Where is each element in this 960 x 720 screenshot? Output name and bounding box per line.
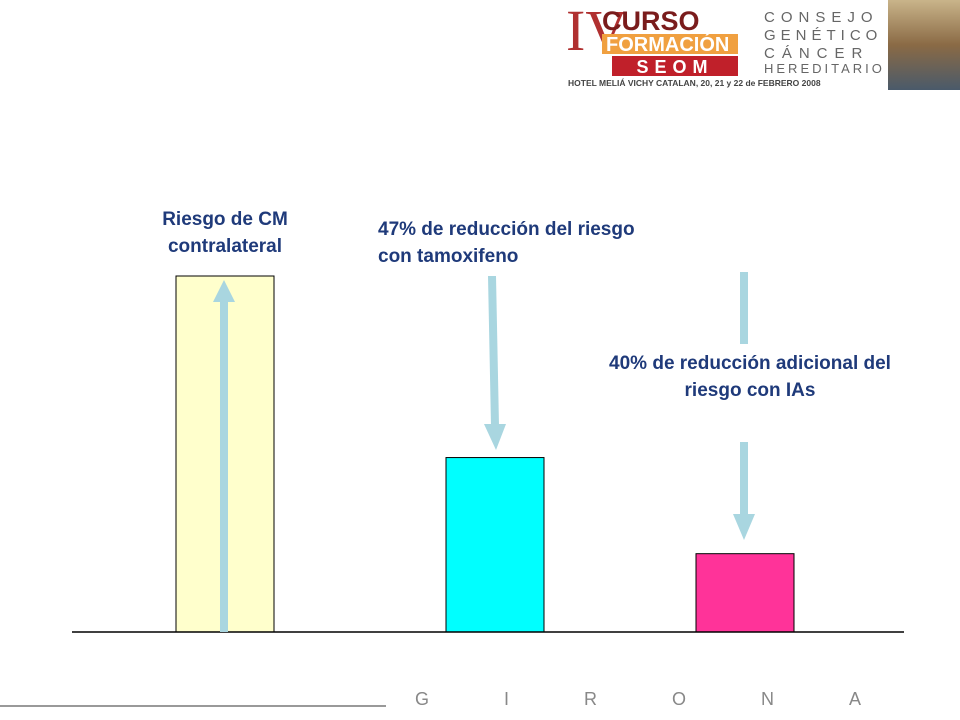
training-bg bbox=[602, 34, 738, 54]
bar bbox=[445, 457, 545, 633]
arrow-head bbox=[733, 514, 755, 540]
training: FORMACIÓN bbox=[606, 32, 729, 56]
arrows bbox=[213, 272, 755, 632]
photo bbox=[888, 0, 960, 90]
arrow-shaft bbox=[488, 276, 499, 426]
annotation: 40% de reducción adicional del riesgo co… bbox=[609, 353, 891, 401]
society-bg bbox=[612, 56, 738, 76]
arrow-head bbox=[213, 280, 235, 302]
arrow-shaft bbox=[740, 442, 748, 516]
topic-line: HEREDITARIO bbox=[764, 61, 885, 76]
arrow-shaft bbox=[220, 300, 228, 632]
annotation: 47% de reducción del riesgo con tamoxife… bbox=[378, 219, 635, 267]
arrow-shaft bbox=[740, 272, 748, 344]
annotation: Riesgo de CM contralateral bbox=[162, 209, 288, 257]
topic-line: CONSEJO bbox=[764, 9, 879, 26]
bar bbox=[695, 553, 795, 633]
venue: HOTEL MELIÁ VICHY CATALAN, 20, 21 y 22 d… bbox=[568, 78, 821, 88]
city: GIRONA bbox=[415, 689, 936, 709]
topic-line: GENÉTICO bbox=[764, 27, 882, 44]
society: SEOM bbox=[636, 57, 713, 77]
course: CURSO bbox=[602, 6, 700, 36]
topic-line: CÁNCER bbox=[764, 45, 869, 62]
logo: IV CURSO FORMACIÓN SEOM CONSEJO GENÉTICO… bbox=[566, 0, 960, 90]
arrow-head bbox=[484, 424, 506, 450]
